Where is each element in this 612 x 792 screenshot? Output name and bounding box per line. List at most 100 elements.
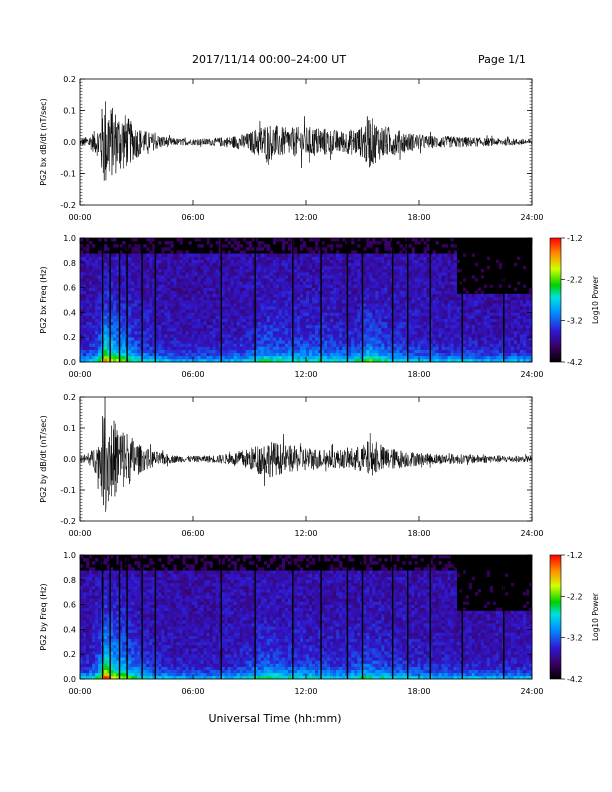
spectrogram-cell <box>254 247 259 251</box>
spectrogram-cell <box>206 340 210 344</box>
spectrogram-cell <box>306 331 310 335</box>
spectrogram-cell <box>182 265 186 270</box>
spectrogram-cell <box>206 321 210 326</box>
spectrogram-cell <box>98 256 102 260</box>
spectrogram-cell <box>119 337 123 341</box>
spectrogram-cell <box>414 309 418 313</box>
spectrogram-cell <box>287 247 292 251</box>
spectrogram-cell <box>179 312 183 316</box>
spectrogram-cell <box>327 321 331 326</box>
spectrogram-cell <box>131 293 135 298</box>
spectrogram-cell <box>143 262 147 267</box>
spectrogram-cell <box>408 334 412 338</box>
spectrogram-cell <box>221 253 225 257</box>
spectrogram-cell <box>387 272 391 276</box>
spectrogram-cell <box>275 296 280 301</box>
spectrogram-cell <box>146 265 150 270</box>
spectrogram-cell <box>227 355 231 360</box>
spectrogram-cell <box>281 358 286 363</box>
spectrogram-cell <box>104 247 108 251</box>
spectrogram-cell <box>351 290 355 295</box>
spectrogram-cell <box>287 253 292 257</box>
spectrogram-cell <box>447 272 451 276</box>
spectrogram-cell <box>188 259 192 264</box>
spectrogram-cell <box>456 303 460 307</box>
spectrogram-cell <box>336 327 340 332</box>
spectrogram-cell <box>263 262 268 267</box>
spectrogram-cell <box>245 259 250 264</box>
spectrogram-cell <box>357 343 361 347</box>
spectrogram-cell <box>215 262 219 267</box>
spectrogram-cell <box>366 324 370 329</box>
spectrogram-cell <box>278 343 283 347</box>
spectrogram-cell <box>354 275 358 279</box>
spectrogram-cell <box>402 331 406 335</box>
spectrogram-cell <box>239 331 244 335</box>
spectrogram-cell <box>260 269 265 273</box>
spectrogram-cell <box>83 340 87 344</box>
spectrogram-cell <box>80 321 84 326</box>
spectrogram-cell <box>363 284 367 288</box>
spectrogram-cell <box>197 272 201 276</box>
spectrogram-cell <box>453 272 457 276</box>
spectrogram-cell <box>480 318 485 322</box>
spectrogram-cell <box>378 281 382 285</box>
spectrogram-cell <box>176 355 180 360</box>
spectrogram-cell <box>336 358 340 363</box>
spectrogram-cell <box>462 293 466 298</box>
spectrogram-cell <box>170 244 174 248</box>
spectrogram-cell <box>420 340 424 344</box>
spectrogram-cell <box>327 331 331 335</box>
spectrogram-cell <box>423 281 427 285</box>
spectrogram-cell <box>417 327 421 332</box>
spectrogram-cell <box>161 247 165 251</box>
spectrogram-cell <box>116 281 120 285</box>
spectrogram-cell <box>444 278 448 282</box>
spectrogram-cell <box>146 340 150 344</box>
spectrogram-cell <box>293 358 298 363</box>
spectrogram-cell <box>420 352 424 357</box>
spectrogram-cell <box>393 334 397 338</box>
spectrogram-cell <box>342 331 346 335</box>
spectrogram-cell <box>227 284 231 288</box>
spectrogram-cell <box>384 287 388 291</box>
spectrogram-cell <box>429 343 433 347</box>
spectrogram-cell <box>131 275 135 279</box>
spectrogram-cell <box>363 358 367 363</box>
spectrogram-cell <box>272 296 277 301</box>
spectrogram-cell <box>134 346 138 350</box>
spectrogram-cell <box>324 331 328 335</box>
spectrogram-cell <box>143 324 147 329</box>
spectrogram-cell <box>275 300 280 304</box>
spectrogram-cell <box>149 265 153 270</box>
spectrogram-cell <box>197 265 201 270</box>
spectrogram-cell <box>357 265 361 270</box>
spectrogram-cell <box>351 306 355 310</box>
spectrogram-cell <box>441 309 445 313</box>
spectrogram-cell <box>176 324 180 329</box>
spectrogram-cell <box>483 340 488 344</box>
spectrogram-cell <box>399 352 403 357</box>
spectrogram-cell <box>149 324 153 329</box>
spectrogram-cell <box>281 337 286 341</box>
spectrogram-cell <box>257 247 262 251</box>
spectrogram-cell <box>200 340 204 344</box>
spectrogram-cell <box>194 262 198 267</box>
spectrogram-cell <box>462 309 466 313</box>
spectrogram-cell <box>95 318 99 322</box>
spectrogram-cell <box>339 318 343 322</box>
spectrogram-cell <box>315 352 319 357</box>
spectrogram-cell <box>324 303 328 307</box>
spectrogram-cell <box>200 306 204 310</box>
spectrogram-cell <box>269 306 274 310</box>
spectrogram-cell <box>342 355 346 360</box>
spectrogram-cell <box>296 340 301 344</box>
spectrogram-cell <box>266 290 271 295</box>
spectrogram-cell <box>426 253 430 257</box>
spectrogram-cell <box>89 321 93 326</box>
spectrogram-cell <box>411 352 415 357</box>
spectrogram-cell <box>318 275 322 279</box>
spectrogram-cell <box>396 349 400 353</box>
spectrogram-cell <box>441 284 445 288</box>
spectrogram-cell <box>438 312 442 316</box>
